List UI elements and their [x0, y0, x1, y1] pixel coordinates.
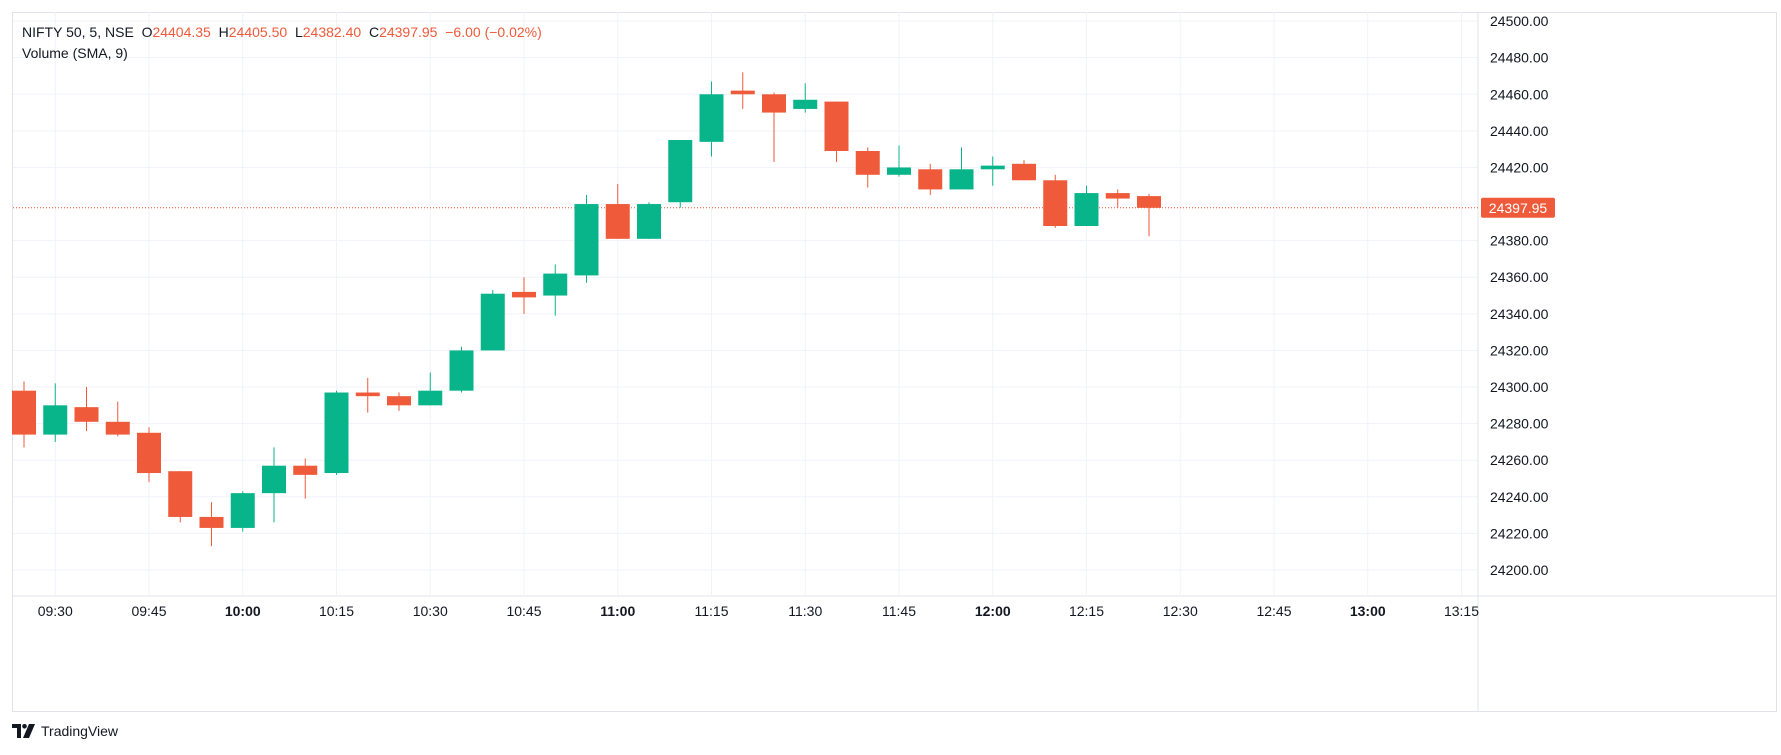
- candle-body-down: [74, 407, 99, 422]
- candle-body-up: [949, 169, 974, 190]
- candle-body-up: [793, 99, 818, 109]
- low-value: 24382.40: [302, 24, 362, 40]
- x-tick-label: 11:45: [882, 603, 916, 619]
- candle-body-down: [605, 204, 630, 239]
- candle-body-down: [168, 471, 193, 517]
- indicator-legend[interactable]: Volume (SMA, 9): [22, 45, 128, 61]
- ohlc-legend: NIFTY 50, 5, NSE O24404.35 H24405.50 L24…: [22, 24, 542, 40]
- candle-body-down: [824, 101, 849, 151]
- candle-body-down: [105, 421, 130, 435]
- candle-body-down: [512, 291, 536, 298]
- x-tick-label: 10:45: [506, 603, 541, 619]
- candlestick-chart[interactable]: 24200.00 24220.00 24240.00 24260.00 24280.00…: [0, 0, 1781, 712]
- close-value: 24397.95: [379, 24, 438, 40]
- change-value: −6.00 (−0.02%): [445, 24, 542, 40]
- x-tick-label: 12:45: [1256, 603, 1291, 619]
- x-tick-label: 11:30: [788, 603, 822, 619]
- y-tick-label: 24500.00: [1490, 13, 1549, 29]
- candle-body-up: [43, 405, 68, 435]
- y-tick-label: 24300.00: [1490, 379, 1549, 395]
- candle-body-up: [887, 167, 911, 175]
- high-value: 24405.50: [228, 24, 288, 40]
- candle-body-up: [324, 392, 349, 474]
- x-tick-label: 12:00: [975, 603, 1011, 619]
- candle-body-up: [574, 204, 599, 276]
- low-label: L: [294, 24, 303, 40]
- candle-body-up: [543, 273, 568, 296]
- x-tick-label: 13:15: [1444, 603, 1479, 619]
- candle-body-down: [762, 94, 786, 113]
- candle-body-down: [918, 169, 943, 190]
- y-tick-label: 24440.00: [1490, 123, 1549, 139]
- candle-body-down: [1105, 193, 1130, 199]
- y-tick-label: 24200.00: [1490, 562, 1549, 578]
- x-tick-label: 12:15: [1069, 603, 1104, 619]
- y-tick-label: 24240.00: [1490, 489, 1549, 505]
- y-tick-label: 24380.00: [1490, 233, 1549, 249]
- candle-body-down: [199, 516, 224, 528]
- candle-body-up: [1074, 193, 1099, 227]
- candle-body-up: [418, 390, 443, 406]
- open-value: 24404.35: [152, 24, 211, 40]
- candle-body-down: [137, 432, 161, 474]
- y-tick-label: 24460.00: [1490, 86, 1549, 102]
- x-tick-label: 11:15: [695, 603, 729, 619]
- candle-body-down: [293, 465, 318, 475]
- y-tick-label: 24420.00: [1490, 159, 1549, 175]
- candle-body-down: [12, 390, 36, 435]
- candle-body-down: [730, 90, 755, 95]
- x-tick-label: 10:00: [225, 603, 261, 619]
- symbol-label: NIFTY 50, 5, NSE: [22, 24, 134, 40]
- candle-body-up: [449, 350, 474, 391]
- y-tick-label: 24360.00: [1490, 269, 1549, 285]
- candle-body-up: [668, 140, 693, 203]
- last-price-label: 24397.95: [1489, 200, 1548, 216]
- candle-body-up: [262, 465, 286, 494]
- candle-body-up: [699, 94, 724, 142]
- high-label: H: [218, 24, 229, 40]
- candle-body-down: [855, 150, 880, 175]
- y-tick-label: 24220.00: [1490, 525, 1549, 541]
- x-tick-label: 12:30: [1163, 603, 1198, 619]
- open-label: O: [141, 24, 153, 40]
- tradingview-logo-icon: [12, 724, 35, 738]
- candle-body-down: [1137, 196, 1161, 208]
- x-tick-label: 10:15: [319, 603, 354, 619]
- x-tick-label: 11:00: [600, 603, 635, 619]
- y-tick-label: 24480.00: [1490, 50, 1549, 66]
- candle-body-down: [1012, 163, 1036, 181]
- candle-body-up: [637, 204, 661, 239]
- tradingview-brand[interactable]: TradingView: [12, 723, 118, 739]
- x-tick-label: 09:45: [131, 603, 166, 619]
- close-label: C: [368, 24, 380, 40]
- chart-frame[interactable]: [12, 12, 1777, 712]
- indicator-label[interactable]: Volume (SMA, 9): [22, 45, 128, 61]
- candle-body-down: [1043, 180, 1068, 227]
- candle-body-up: [980, 165, 1005, 170]
- tradingview-brand-name: TradingView: [41, 723, 119, 739]
- candle-body-up: [230, 493, 255, 528]
- y-tick-label: 24260.00: [1490, 452, 1549, 468]
- candle-body-down: [387, 396, 411, 406]
- x-tick-label: 09:30: [38, 603, 73, 619]
- x-tick-label: 10:30: [413, 603, 448, 619]
- candle-body-up: [480, 293, 505, 351]
- y-tick-label: 24280.00: [1490, 416, 1549, 432]
- last-price-tag: [1481, 197, 1555, 218]
- candle-body-down: [355, 392, 380, 397]
- y-tick-label: 24340.00: [1490, 306, 1549, 322]
- x-tick-label: 13:00: [1350, 603, 1386, 619]
- y-tick-label: 24320.00: [1490, 342, 1549, 358]
